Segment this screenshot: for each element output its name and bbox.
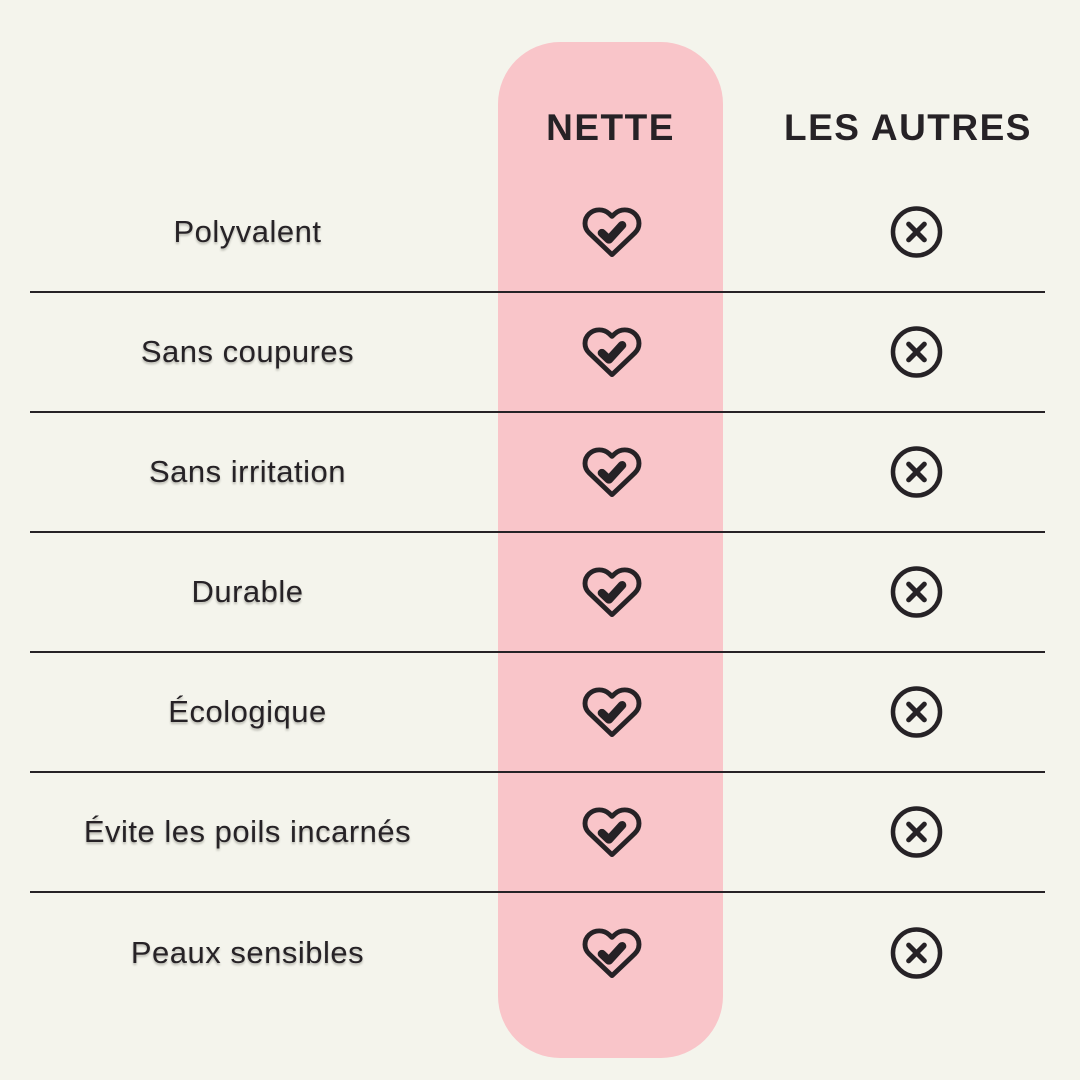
heart-check-icon — [581, 203, 643, 262]
circle-cross-icon — [888, 444, 945, 501]
row-label: Peaux sensibles — [130, 935, 365, 970]
row-label: Écologique — [168, 694, 327, 729]
table-row: Écologique — [30, 653, 1045, 773]
column-header-nette: NETTE — [546, 107, 675, 148]
row-label: Sans irritation — [148, 454, 347, 489]
row-label: Durable — [191, 574, 304, 609]
circle-cross-icon — [888, 804, 945, 861]
table-row: Peaux sensibles — [30, 893, 1045, 1013]
circle-cross-icon — [888, 564, 945, 621]
circle-cross-icon — [888, 684, 945, 741]
heart-check-icon — [581, 323, 643, 382]
column-header-les-autres: LES AUTRES — [784, 107, 1032, 148]
row-label: Polyvalent — [173, 214, 322, 249]
table-row: Durable — [30, 533, 1045, 653]
circle-cross-icon — [888, 324, 945, 381]
circle-cross-icon — [888, 925, 945, 982]
circle-cross-icon — [888, 204, 945, 261]
heart-check-icon — [581, 803, 643, 862]
heart-check-icon — [581, 683, 643, 742]
heart-check-icon — [581, 924, 643, 983]
row-label: Sans coupures — [140, 334, 355, 369]
heart-check-icon — [581, 563, 643, 622]
heart-check-icon — [581, 443, 643, 502]
table-row: Sans coupures — [30, 293, 1045, 413]
table-row: Évite les poils incarnés — [30, 773, 1045, 893]
row-label: Évite les poils incarnés — [83, 814, 412, 849]
table-row: Polyvalent — [30, 173, 1045, 293]
table-body: Polyvalent Sans coupures Sans irritation — [30, 173, 1045, 1013]
table-row: Sans irritation — [30, 413, 1045, 533]
nette-column-highlight — [498, 42, 723, 1058]
